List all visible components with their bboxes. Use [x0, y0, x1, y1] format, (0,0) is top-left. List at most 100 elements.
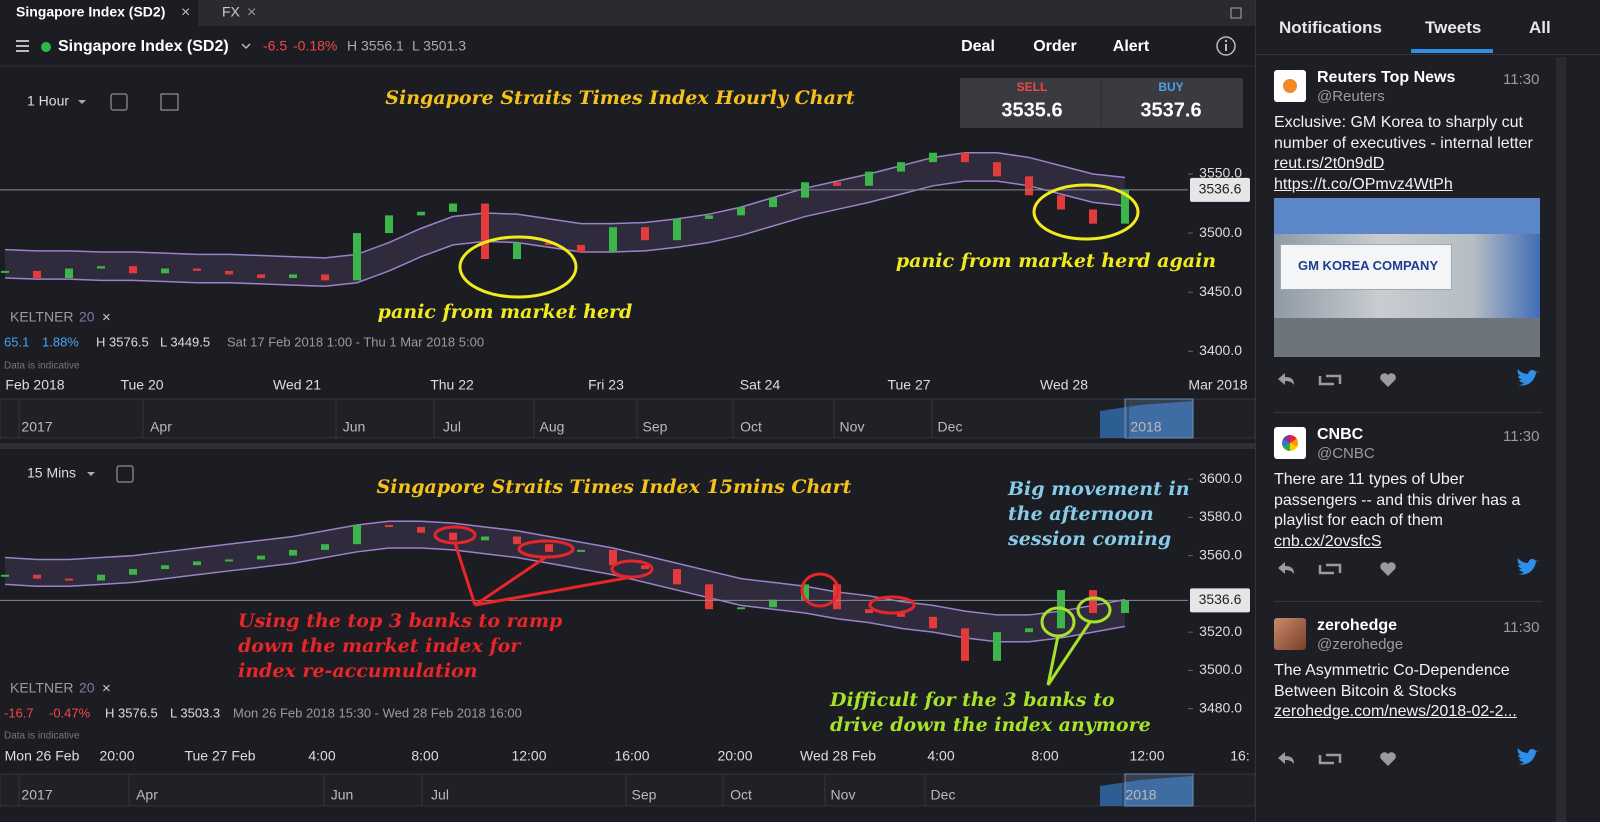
buy-price[interactable]: 3537.6 — [1140, 99, 1201, 121]
annotation: session coming — [1007, 528, 1171, 550]
indicator-name[interactable]: KELTNER — [10, 309, 74, 325]
tweet-link[interactable]: reut.rs/2t0n9dD — [1274, 155, 1385, 172]
candle — [321, 544, 329, 550]
indicator-name[interactable]: KELTNER — [10, 680, 74, 696]
candle — [1121, 189, 1129, 224]
tab-label[interactable]: FX — [222, 4, 241, 20]
tab-label[interactable]: Singapore Index (SD2) — [16, 4, 165, 20]
sell-price[interactable]: 3535.6 — [1001, 99, 1062, 121]
instrument[interactable]: Singapore Index (SD2) — [58, 38, 229, 55]
y-tick-label: 3500.0 — [1199, 224, 1242, 240]
annotation-arrow — [474, 575, 633, 607]
tweet-link[interactable]: zerohedge.com/news/2018-02-2... — [1274, 703, 1517, 720]
tab-close[interactable]: × — [181, 4, 190, 21]
sidebar: Notifications Tweets All Reuters Top New… — [1255, 0, 1600, 822]
twitter-icon[interactable] — [1517, 369, 1539, 386]
candle — [321, 274, 329, 281]
x-tick-label: Wed 28 — [1040, 377, 1088, 393]
twitter-icon[interactable] — [1517, 748, 1539, 765]
status-dot — [41, 42, 51, 52]
candle — [417, 211, 425, 216]
y-tick-label: 3500.0 — [1199, 661, 1242, 677]
candle — [609, 227, 617, 252]
chart-stat: 1.88% — [42, 334, 79, 349]
candle — [801, 584, 809, 600]
indicator-remove[interactable]: × — [102, 680, 111, 697]
scrollbar[interactable] — [1556, 57, 1566, 822]
tab-active[interactable] — [0, 0, 198, 26]
annotation: Difficult for the 3 banks to — [829, 689, 1115, 711]
interval-selector[interactable]: 15 Mins — [27, 465, 76, 481]
tweet-author[interactable]: CNBC — [1317, 426, 1364, 443]
tweet-actions — [1278, 748, 1539, 766]
x-tick-label: Feb 2018 — [5, 377, 64, 393]
tweet-author[interactable]: Reuters Top News — [1317, 69, 1456, 86]
retweet-icon[interactable] — [1318, 753, 1342, 765]
sidebar-tab[interactable]: All — [1529, 18, 1551, 37]
tweet-time: 11:30 — [1503, 428, 1540, 445]
info-icon[interactable] — [1216, 36, 1236, 56]
like-icon[interactable] — [1380, 562, 1396, 576]
indicator-remove[interactable]: × — [102, 309, 111, 326]
sell-label[interactable]: SELL — [1017, 80, 1048, 94]
x-tick-label: Wed 28 Feb — [800, 748, 876, 764]
annotation: index re-accumulation — [238, 660, 478, 682]
y-tick-label: 3520.0 — [1199, 623, 1242, 639]
layout-icon[interactable] — [160, 93, 179, 111]
candle — [929, 152, 937, 163]
navigator[interactable] — [0, 773, 1255, 807]
like-icon[interactable] — [1380, 373, 1396, 387]
candle — [993, 162, 1001, 177]
x-tick-label: 20:00 — [99, 748, 134, 764]
navigator-label: Aug — [540, 419, 565, 435]
action-button[interactable]: Alert — [1113, 38, 1150, 55]
reply-icon[interactable] — [1278, 752, 1294, 764]
tweet-link[interactable]: https://t.co/OPmvz4WtPh — [1274, 175, 1453, 193]
candle — [65, 268, 73, 278]
candle — [865, 609, 873, 614]
dropdown-caret[interactable] — [87, 472, 95, 476]
y-tick-label: 3580.0 — [1199, 508, 1242, 524]
sidebar-tab[interactable]: Notifications — [1279, 18, 1382, 37]
x-tick-label: Fri 23 — [588, 377, 624, 393]
navigator[interactable] — [0, 398, 1255, 439]
avatar-logo — [1282, 435, 1298, 451]
x-tick-label: Tue 27 — [887, 377, 930, 393]
menu-icon[interactable] — [16, 40, 29, 52]
tweet-image[interactable]: GM KOREA COMPANY — [1274, 198, 1540, 357]
reply-icon[interactable] — [1278, 373, 1294, 385]
buy-label[interactable]: BUY — [1158, 80, 1183, 94]
tweet-handle: @zerohedge — [1317, 636, 1404, 653]
navigator-window[interactable] — [1124, 773, 1194, 807]
candle — [705, 584, 713, 610]
interval-selector[interactable]: 1 Hour — [27, 93, 69, 109]
action-button[interactable]: Order — [1033, 38, 1077, 55]
tweet-link[interactable]: cnb.cx/2ovsfcS — [1274, 532, 1382, 550]
like-icon[interactable] — [1380, 752, 1396, 766]
dropdown-caret[interactable] — [78, 100, 86, 104]
retweet-icon[interactable] — [1318, 563, 1342, 575]
candle — [257, 274, 265, 278]
tweet-handle: @CNBC — [1317, 445, 1375, 462]
sidebar-tab[interactable]: Tweets — [1425, 18, 1482, 37]
twitter-icon[interactable] — [1517, 558, 1539, 575]
navigator-window[interactable] — [1124, 398, 1194, 439]
dropdown-caret[interactable] — [241, 43, 251, 50]
chart-type-icon[interactable] — [116, 465, 134, 483]
keltner-fill — [5, 152, 1125, 287]
reply-icon[interactable] — [1278, 562, 1294, 574]
retweet-icon[interactable] — [1318, 374, 1342, 386]
tweet-author[interactable]: zerohedge — [1317, 617, 1398, 634]
x-tick-label: 8:00 — [411, 748, 438, 764]
popout-icon[interactable] — [1230, 7, 1242, 19]
navigator-label: Apr — [150, 419, 172, 435]
action-button[interactable]: Deal — [961, 38, 995, 55]
candle — [897, 162, 905, 172]
navigator-label: Dec — [938, 419, 963, 435]
avatar — [1274, 427, 1306, 459]
tab-close[interactable]: × — [247, 4, 256, 21]
chart-stat: -0.47% — [49, 705, 91, 720]
image-sky — [1274, 198, 1540, 234]
chart-type-icon[interactable] — [110, 93, 128, 111]
